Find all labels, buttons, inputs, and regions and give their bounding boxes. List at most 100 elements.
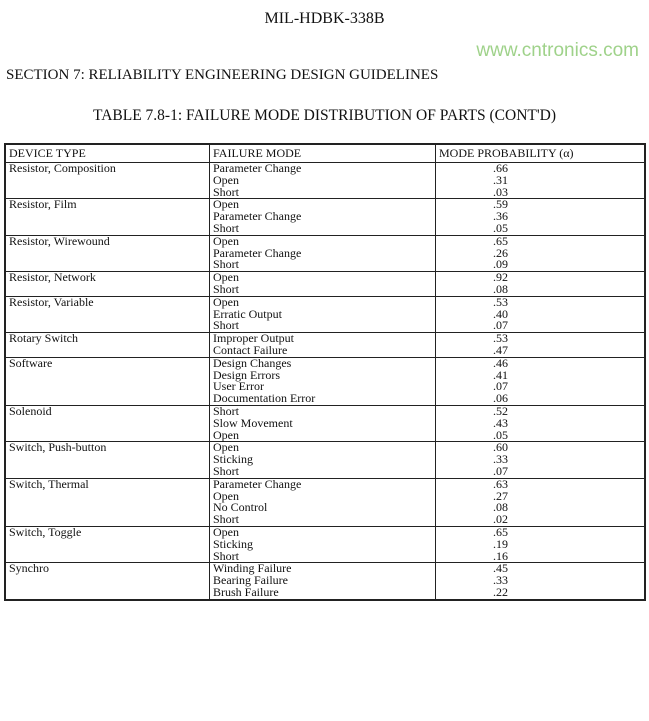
- mode-probability: .08: [493, 281, 508, 296]
- table-row: Switch, Toggle Open Sticking Short .65.19.16: [4, 524, 646, 564]
- mode-probability: .07: [493, 379, 508, 394]
- table-row: Resistor, Variable Open Erratic Output Shor…: [4, 294, 646, 334]
- failure-mode: Bearing Failure: [213, 573, 288, 588]
- mode-probability: .41: [493, 367, 508, 382]
- failure-mode: Open: [213, 233, 239, 248]
- mode-probability: .45: [493, 561, 508, 576]
- failure-mode: Open: [213, 294, 239, 309]
- mode-probability: .07: [493, 463, 508, 478]
- failure-mode: Parameter Change: [213, 161, 302, 175]
- column-header-device-type: DEVICE TYPE: [4, 143, 210, 163]
- failure-mode-cell: Design Changes Design Errors User Error Doc…: [209, 355, 436, 406]
- mode-probability: .33: [493, 573, 508, 588]
- device-type: Software: [9, 355, 53, 370]
- mode-probability: .53: [493, 331, 508, 346]
- table-row: Switch, Push-button Open Sticking Short .60.…: [4, 440, 646, 479]
- failure-mode-cell: Open Parameter Change Short: [209, 197, 436, 236]
- failure-mode: Open: [213, 427, 239, 442]
- mode-probability: .60: [493, 440, 508, 455]
- failure-mode: Documentation Error: [213, 391, 316, 406]
- column-header-mode-probability: MODE PROBABILITY (α): [435, 143, 646, 163]
- failure-mode-cell: Improper Output Contact Failure: [209, 331, 436, 358]
- device-type: Resistor, Film: [9, 197, 77, 212]
- device-type-cell: Switch, Toggle: [4, 524, 210, 564]
- failure-mode: Short: [213, 463, 240, 478]
- mode-probability: .31: [493, 172, 508, 187]
- mode-probability: .92: [493, 270, 508, 285]
- table-row: Resistor, Composition Parameter Change Ope…: [4, 161, 646, 200]
- device-type-cell: Solenoid: [4, 403, 210, 443]
- failure-mode-cell: Open Sticking Short: [209, 524, 436, 564]
- device-type-cell: Resistor, Wirewound: [4, 233, 210, 273]
- table-row: Rotary Switch Improper Output Contact Fail…: [4, 331, 646, 358]
- mode-probability: .08: [493, 500, 508, 515]
- mode-probability: .52: [493, 403, 508, 418]
- failure-mode: Short: [213, 281, 240, 296]
- failure-mode: Short: [213, 220, 240, 235]
- device-type: Switch, Toggle: [9, 524, 82, 539]
- mode-probability-cell: .53.47: [435, 331, 646, 358]
- document-header: MIL-HDBK-338B: [264, 10, 385, 27]
- failure-mode: Sticking: [213, 536, 254, 551]
- failure-mode: Open: [213, 488, 239, 503]
- device-type: Rotary Switch: [9, 331, 78, 346]
- failure-mode: Sticking: [213, 452, 254, 467]
- table-body: Resistor, Composition Parameter Change Ope…: [4, 161, 646, 601]
- failure-mode-cell: Open Parameter Change Short: [209, 233, 436, 273]
- mode-probability: .26: [493, 245, 508, 260]
- failure-mode: Improper Output: [213, 331, 294, 346]
- failure-mode: Short: [213, 548, 240, 563]
- mode-probability-cell: .65.26.09: [435, 234, 646, 273]
- failure-mode: Short: [213, 184, 240, 199]
- table-row: Resistor, Film Open Parameter Change Short.…: [4, 197, 646, 236]
- table-row: Synchro Winding Failure Bearing Failure Bru…: [4, 561, 646, 601]
- mode-probability: .59: [493, 197, 508, 212]
- column-header-failure-mode: FAILURE MODE: [209, 143, 436, 163]
- device-type-cell: Resistor, Network: [4, 270, 210, 297]
- mode-probability: .02: [493, 512, 508, 527]
- failure-mode: User Error: [213, 379, 264, 394]
- mode-probability: .05: [493, 427, 508, 442]
- table-header-row: DEVICE TYPE FAILURE MODE MODE PROBABILIT…: [4, 143, 646, 163]
- section-title: SECTION 7: RELIABILITY ENGINEERING DESIG…: [6, 67, 439, 83]
- device-type-cell: Software: [4, 355, 210, 406]
- device-type: Resistor, Network: [9, 270, 96, 285]
- device-type: Resistor, Wirewound: [9, 233, 110, 248]
- device-type: Solenoid: [9, 403, 52, 418]
- mode-probability-cell: .52.43.05: [435, 403, 646, 443]
- mode-probability: .47: [493, 342, 508, 357]
- mode-probability: .09: [493, 257, 508, 272]
- mode-probability-cell: .65.19.16: [435, 525, 646, 564]
- failure-mode-cell: Open Erratic Output Short: [209, 294, 436, 334]
- mode-probability-cell: .60.33.07: [435, 440, 646, 479]
- device-type-cell: Resistor, Variable: [4, 295, 210, 334]
- failure-mode-cell: Parameter Change Open Short: [209, 161, 436, 200]
- failure-mode: Short: [213, 403, 240, 418]
- table-row: Switch, Thermal Parameter Change Open No Co…: [4, 476, 646, 527]
- failure-mode: Parameter Change: [213, 245, 302, 260]
- failure-mode-cell: Short Slow Movement Open: [209, 403, 436, 443]
- mode-probability-cell: .45.33.22: [435, 561, 646, 601]
- failure-mode: Parameter Change: [213, 476, 302, 491]
- mode-probability: .16: [493, 548, 508, 563]
- mode-probability: .03: [493, 184, 508, 199]
- table-row: Software Design Changes Design Errors User …: [4, 355, 646, 406]
- failure-mode-table: DEVICE TYPE FAILURE MODE MODE PROBABILIT…: [4, 143, 646, 601]
- table-row: Resistor, Wirewound Open Parameter Change S…: [4, 233, 646, 273]
- failure-mode: Open: [213, 197, 239, 212]
- device-type-cell: Resistor, Film: [4, 197, 210, 236]
- failure-mode: Design Changes: [213, 355, 292, 370]
- mode-probability: .07: [493, 318, 508, 333]
- mode-probability: .05: [493, 220, 508, 235]
- mode-probability: .43: [493, 415, 508, 430]
- mode-probability-cell: .53.40.07: [435, 294, 646, 334]
- device-type-cell: Switch, Thermal: [4, 476, 210, 527]
- mode-probability: .63: [493, 476, 508, 491]
- device-type: Switch, Thermal: [9, 476, 89, 491]
- mode-probability-cell: .46.41.07.06: [435, 356, 646, 406]
- table-title: TABLE 7.8-1: FAILURE MODE DISTRIBUTION O…: [92, 107, 557, 124]
- device-type-cell: Switch, Push-button: [4, 441, 210, 479]
- mode-probability: .53: [493, 294, 508, 309]
- failure-mode: Open: [213, 172, 239, 187]
- failure-mode: Open: [213, 524, 239, 539]
